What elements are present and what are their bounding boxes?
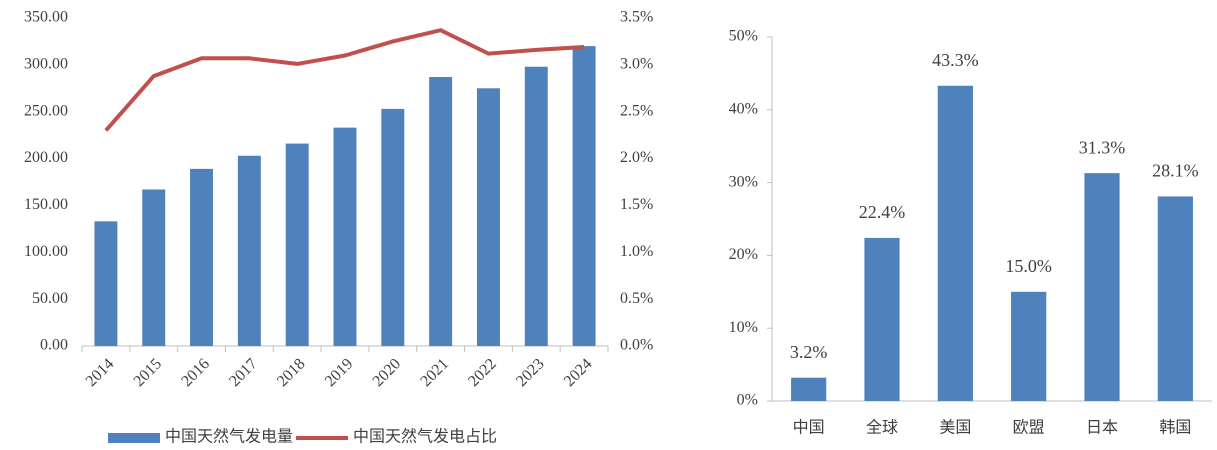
y2-tick-label: 2.5% — [620, 102, 653, 119]
value-label: 43.3% — [932, 50, 979, 70]
y2-tick-label: 0.0% — [620, 337, 653, 354]
x-tick-label: 2019 — [322, 355, 357, 390]
x-tick-label: 2020 — [370, 355, 405, 390]
bar — [429, 77, 453, 346]
bar — [190, 168, 214, 346]
bar — [142, 189, 166, 346]
y2-tick-label: 1.5% — [620, 196, 653, 213]
bar — [524, 66, 548, 346]
x-tick-label: 2016 — [178, 355, 213, 390]
y-tick-label: 10% — [729, 319, 758, 336]
y-tick-label: 20% — [729, 246, 758, 263]
y-tick-label: 300.00 — [24, 56, 68, 73]
y2-tick-label: 1.0% — [620, 243, 653, 260]
bar — [1157, 196, 1193, 401]
x-tick-label: 2014 — [83, 355, 118, 390]
value-label: 31.3% — [1079, 137, 1126, 157]
x-tick-label: 2021 — [417, 355, 452, 390]
x-tick-label: 日本 — [1086, 419, 1118, 437]
y-tick-label: 50% — [729, 28, 758, 45]
y-tick-label: 350.00 — [24, 9, 68, 26]
legend-label: 中国天然气发电占比 — [353, 428, 497, 446]
y-tick-label: 100.00 — [24, 243, 68, 260]
value-label: 3.2% — [790, 342, 828, 362]
y-tick-label: 200.00 — [24, 149, 68, 166]
y-tick-label: 0% — [737, 392, 758, 409]
y-tick-label: 250.00 — [24, 102, 68, 119]
x-tick-label: 欧盟 — [1013, 419, 1045, 437]
y-tick-label: 0.00 — [40, 337, 68, 354]
y2-tick-label: 2.0% — [620, 149, 653, 166]
x-tick-label: 2022 — [465, 355, 500, 390]
x-tick-label: 美国 — [939, 419, 971, 437]
x-tick-label: 2018 — [274, 355, 309, 390]
legend-swatch — [108, 433, 160, 443]
bar — [285, 143, 309, 346]
bar — [791, 377, 827, 401]
y-tick-label: 30% — [729, 173, 758, 190]
bar — [333, 127, 357, 346]
y2-tick-label: 3.5% — [620, 9, 653, 26]
bar — [572, 46, 596, 346]
x-tick-label: 中国 — [793, 419, 825, 437]
x-tick-label: 韩国 — [1159, 419, 1191, 437]
y2-tick-label: 3.0% — [620, 56, 653, 73]
y-tick-label: 40% — [729, 100, 758, 117]
line — [104, 28, 585, 132]
x-tick-label: 2024 — [561, 355, 596, 390]
bar — [864, 237, 900, 401]
x-tick-label: 2023 — [513, 355, 548, 390]
value-label: 28.1% — [1152, 161, 1199, 181]
value-label: 15.0% — [1005, 256, 1052, 276]
bar — [937, 85, 973, 401]
x-tick-label: 全球 — [866, 419, 898, 437]
y2-tick-label: 0.5% — [620, 290, 653, 307]
bar — [94, 221, 118, 346]
x-tick-label: 2017 — [226, 355, 261, 390]
legend-label: 中国天然气发电量 — [165, 428, 293, 446]
bar — [1011, 291, 1047, 401]
value-label: 22.4% — [859, 202, 906, 222]
bar — [476, 88, 500, 347]
bar — [237, 155, 261, 346]
y-tick-label: 50.00 — [32, 290, 68, 307]
bar — [381, 108, 405, 346]
bar — [1084, 173, 1120, 401]
y-tick-label: 150.00 — [24, 196, 68, 213]
x-tick-label: 2015 — [131, 355, 166, 390]
